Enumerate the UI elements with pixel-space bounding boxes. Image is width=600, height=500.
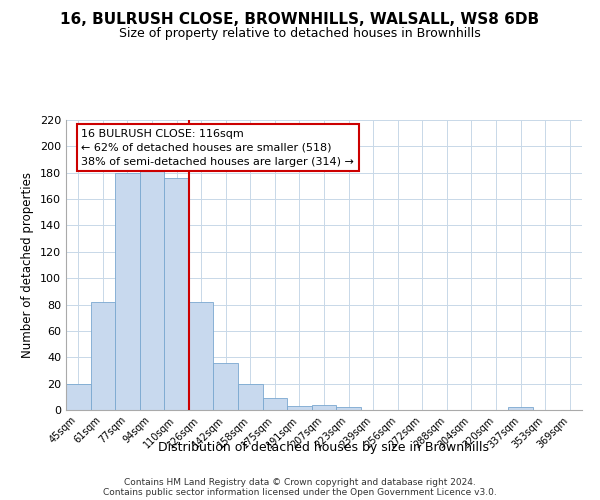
Bar [287,406,312,410]
Bar [140,172,164,410]
Bar [238,384,263,410]
Bar [66,384,91,410]
Bar [336,408,361,410]
Text: Contains public sector information licensed under the Open Government Licence v3: Contains public sector information licen… [103,488,497,497]
Text: Size of property relative to detached houses in Brownhills: Size of property relative to detached ho… [119,28,481,40]
Text: 16 BULRUSH CLOSE: 116sqm
← 62% of detached houses are smaller (518)
38% of semi-: 16 BULRUSH CLOSE: 116sqm ← 62% of detach… [82,128,355,166]
Y-axis label: Number of detached properties: Number of detached properties [22,172,34,358]
Text: Contains HM Land Registry data © Crown copyright and database right 2024.: Contains HM Land Registry data © Crown c… [124,478,476,487]
Bar [263,398,287,410]
Bar [91,302,115,410]
Bar [189,302,214,410]
Bar [508,408,533,410]
Bar [115,172,140,410]
Text: 16, BULRUSH CLOSE, BROWNHILLS, WALSALL, WS8 6DB: 16, BULRUSH CLOSE, BROWNHILLS, WALSALL, … [61,12,539,28]
Bar [312,404,336,410]
Text: Distribution of detached houses by size in Brownhills: Distribution of detached houses by size … [158,441,490,454]
Bar [164,178,189,410]
Bar [214,362,238,410]
